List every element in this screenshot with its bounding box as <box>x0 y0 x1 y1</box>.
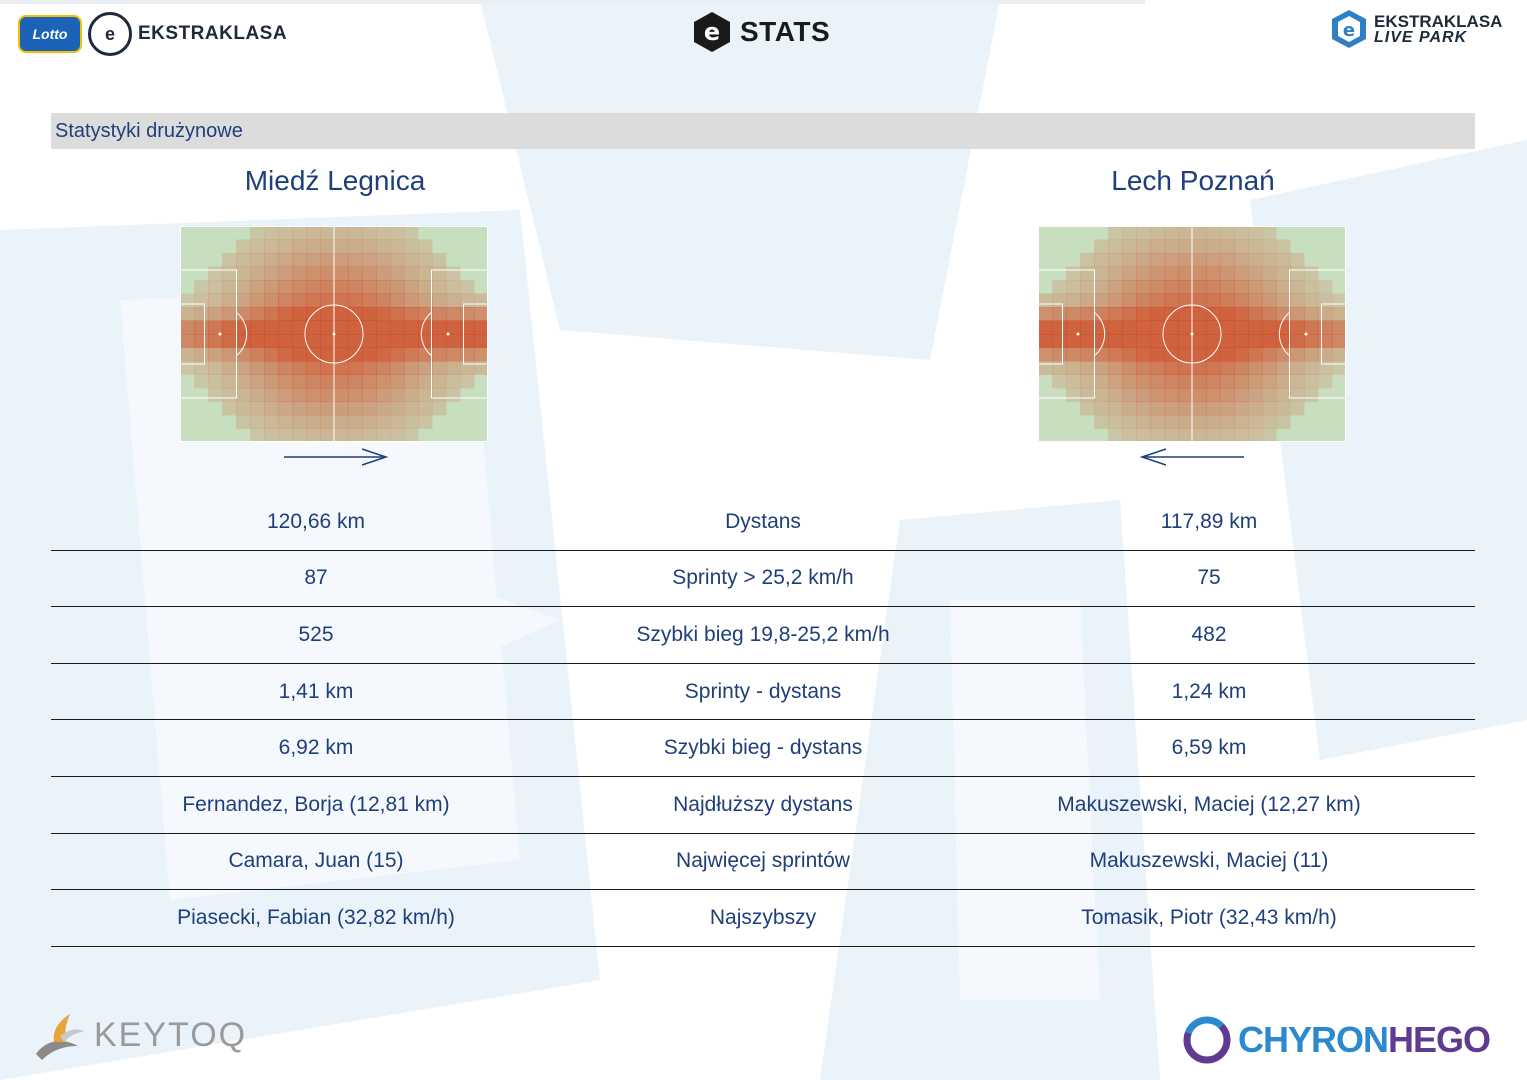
svg-text:e: e <box>1343 20 1355 41</box>
home-value: Camara, Juan (15) <box>228 849 404 873</box>
away-value: 6,59 km <box>1171 736 1247 760</box>
left-penalty-spot <box>218 332 222 336</box>
stats-row: Fernandez, Borja (12,81 km) Najdłuższy d… <box>51 777 1475 834</box>
center-spot <box>1190 332 1194 336</box>
left-goal-area <box>180 303 205 365</box>
top-rule <box>0 0 1145 4</box>
lotto-badge: Lotto <box>18 15 82 53</box>
left-penalty-spot <box>1076 332 1080 336</box>
live-park-logo-line1: EKSTRAKLASA <box>1374 11 1503 31</box>
home-value: Piasecki, Fabian (32,82 km/h) <box>177 905 455 929</box>
away-team-name: Lech Poznań <box>1111 165 1275 196</box>
right-penalty-arc <box>420 311 433 357</box>
right-penalty-arc <box>1278 311 1291 357</box>
right-penalty-spot <box>446 332 450 336</box>
stat-label: Sprinty > 25,2 km/h <box>672 566 854 590</box>
live-park-logo-line2: LIVE PARK <box>1374 28 1468 46</box>
home-value: 525 <box>298 622 334 646</box>
away-value: Tomasik, Piotr (32,43 km/h) <box>1081 905 1337 929</box>
away-value: 482 <box>1191 622 1227 646</box>
stats-row: 120,66 km Dystans 117,89 km <box>51 494 1475 551</box>
away-value: Makuszewski, Maciej (12,27 km) <box>1057 792 1361 816</box>
section-title: Statystyki drużynowe <box>51 113 1475 149</box>
away-attack-direction-arrow <box>1139 448 1244 466</box>
center-circle <box>304 304 364 364</box>
center-spot <box>332 332 336 336</box>
stat-label: Najdłuższy dystans <box>673 792 853 816</box>
center-circle <box>1162 304 1222 364</box>
stat-label: Najwięcej sprintów <box>676 849 850 873</box>
left-penalty-arc <box>1093 311 1106 357</box>
away-value: Makuszewski, Maciej (11) <box>1089 849 1329 873</box>
live-park-shield-icon: e <box>1332 10 1366 48</box>
home-team-name: Miedź Legnica <box>244 165 426 196</box>
left-penalty-arc <box>235 311 248 357</box>
away-value: 75 <box>1197 566 1221 590</box>
home-value: 87 <box>304 566 328 590</box>
ekstraklasa-logo: Lotto e EKSTRAKLASA <box>18 10 288 58</box>
away-value: 1,24 km <box>1171 679 1247 703</box>
live-park-logo: e EKSTRAKLASA LIVE PARK <box>1328 6 1518 52</box>
stat-label: Dystans <box>725 509 801 533</box>
away-heatmap <box>1038 226 1346 442</box>
right-goal-area <box>463 303 488 365</box>
home-value: 1,41 km <box>278 679 354 703</box>
heat-cells <box>1038 226 1346 442</box>
right-penalty-spot <box>1304 332 1308 336</box>
home-attack-direction-arrow <box>284 448 389 466</box>
stat-label: Szybki bieg 19,8-25,2 km/h <box>636 622 890 646</box>
stats-table: 120,66 km Dystans 117,89 km 87 Sprinty >… <box>51 494 1475 947</box>
stats-row: 6,92 km Szybki bieg - dystans 6,59 km <box>51 720 1475 777</box>
svg-text:e: e <box>704 18 720 46</box>
stats-row: Piasecki, Fabian (32,82 km/h) Najszybszy… <box>51 890 1475 947</box>
e-stats-logo: e STATS <box>690 8 850 56</box>
stats-row: 1,41 km Sprinty - dystans 1,24 km <box>51 664 1475 721</box>
stat-label: Sprinty - dystans <box>684 679 842 703</box>
home-value: Fernandez, Borja (12,81 km) <box>182 792 450 816</box>
stats-row: 525 Szybki bieg 19,8-25,2 km/h 482 <box>51 607 1475 664</box>
away-value: 117,89 km <box>1160 509 1258 533</box>
chyronhego-swirl-icon <box>1183 1016 1231 1064</box>
stat-label: Szybki bieg - dystans <box>663 736 863 760</box>
ekstraklasa-ball-icon: e <box>88 12 132 56</box>
home-value: 6,92 km <box>278 736 354 760</box>
left-goal-area <box>1038 303 1063 365</box>
stats-logo-text: STATS <box>740 16 831 47</box>
keytoq-emblem-icon <box>36 1014 84 1060</box>
chyronhego-logo: CHYRONHEGO <box>1182 1014 1512 1066</box>
ekstraklasa-logo-text: EKSTRAKLASA <box>138 23 288 44</box>
stats-row: Camara, Juan (15) Najwięcej sprintów Mak… <box>51 834 1475 891</box>
stat-label: Najszybszy <box>709 905 817 929</box>
e-shield-icon: e <box>694 12 730 52</box>
home-value: 120,66 km <box>266 509 366 533</box>
heat-cells <box>180 226 488 442</box>
keytoq-logo-text: KEYTOQ <box>94 1015 248 1054</box>
chyronhego-logo-text-b: HEGO <box>1388 1019 1491 1060</box>
right-goal-area <box>1321 303 1346 365</box>
stats-row: 87 Sprinty > 25,2 km/h 75 <box>51 551 1475 608</box>
keytoq-logo: KEYTOQ <box>30 1004 250 1066</box>
chyronhego-logo-text-a: CHYRON <box>1238 1019 1389 1060</box>
home-heatmap <box>180 226 488 442</box>
